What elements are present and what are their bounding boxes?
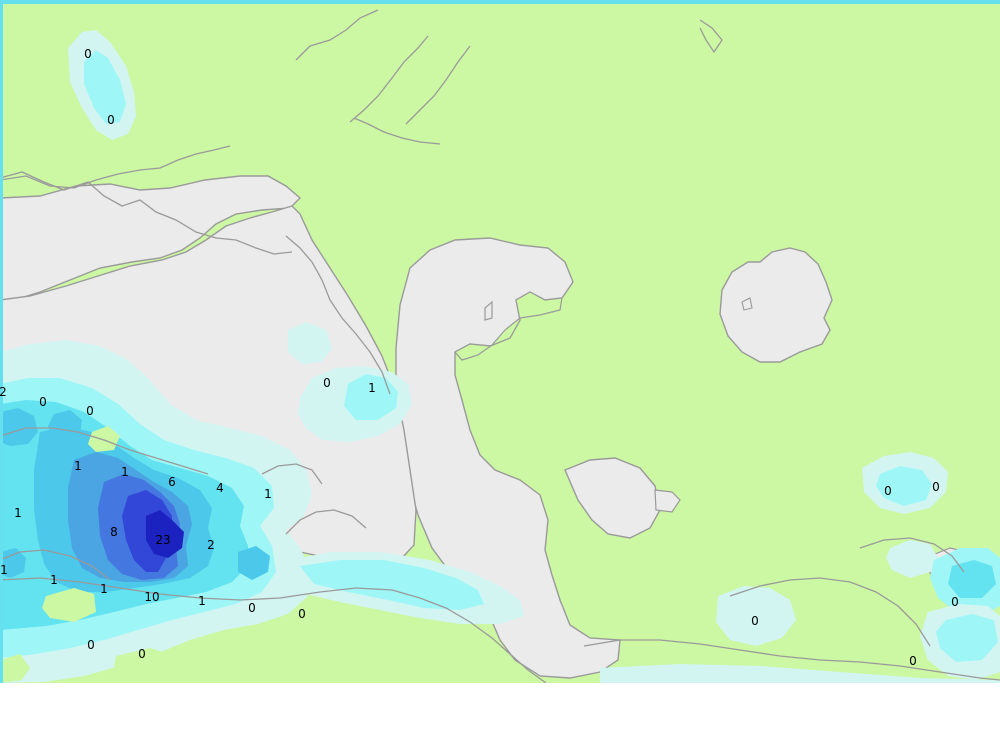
border-line-south-coast <box>0 577 547 683</box>
border-line-south-east <box>583 639 1000 681</box>
sea-region-east-tip <box>654 489 681 513</box>
precip-pocket-west-2 <box>48 410 82 444</box>
precip-band-0.5-center <box>344 374 398 420</box>
precip-tail-east-0.5 <box>300 560 484 610</box>
island-marking-northeast <box>741 297 753 311</box>
land-window-sw-2 <box>112 648 180 683</box>
sea-region-northwest-strip <box>0 175 302 305</box>
river-line-n1 <box>349 35 429 123</box>
border-line-center-south <box>285 509 367 535</box>
precip-blob-east-lower-1 <box>948 560 996 598</box>
land-window-sw-3 <box>0 654 30 683</box>
precip-band-0.5-nw <box>84 50 126 124</box>
sea-region-northeast-island <box>719 247 833 363</box>
river-line-n2 <box>405 45 471 125</box>
precipitation-contours <box>0 30 1000 683</box>
precip-band-20-sw <box>146 510 184 558</box>
border-line-east-coast <box>729 577 931 647</box>
border-line-sw-1 <box>0 427 209 475</box>
precip-band-0.1-centersmall <box>288 322 332 364</box>
island-detail-small <box>484 300 493 321</box>
border-line-southwest <box>0 549 111 581</box>
map-canvas <box>0 0 1000 683</box>
coastline-northwest <box>0 145 231 189</box>
coast-line-w <box>285 235 391 395</box>
precip-blob-south-center <box>716 586 796 646</box>
precip-pocket-east-of-core <box>238 546 270 580</box>
borders-overlay <box>0 9 1000 683</box>
sea-region-east-lobe <box>564 457 661 539</box>
precip-pocket-west-3 <box>0 548 26 578</box>
border-line-center <box>261 463 323 485</box>
precip-blob-southeast-0.5 <box>936 614 998 662</box>
precip-blob-east-upper-0.5 <box>876 466 932 506</box>
map-top-frame <box>0 0 1000 4</box>
sea-inlet-notch <box>454 291 563 361</box>
precip-band-bottom-edge <box>600 664 1000 683</box>
precip-blob-east-mid <box>886 540 938 578</box>
river-line-nw <box>295 9 379 61</box>
map-left-frame <box>0 0 3 683</box>
land-window-sw-1 <box>42 588 96 622</box>
coast-line-nw-upper <box>0 171 293 255</box>
river-line-n3 <box>353 117 441 145</box>
river-line-ne <box>699 19 723 54</box>
precipitation-map[interactable]: 0 0 0 0 2 1 1 6 4 1 1 8 23 2 1 1 1 10 1 0 0 0 0 0 1 0 0 0 0 0 <box>0 0 1000 683</box>
precip-pocket-west-1 <box>0 408 38 446</box>
land-window-sw-4 <box>88 426 120 452</box>
border-line-east-inner <box>859 537 965 573</box>
map-footer: Precipitation [mm] GFS Fr 27-03-2026 18.… <box>0 683 1000 733</box>
